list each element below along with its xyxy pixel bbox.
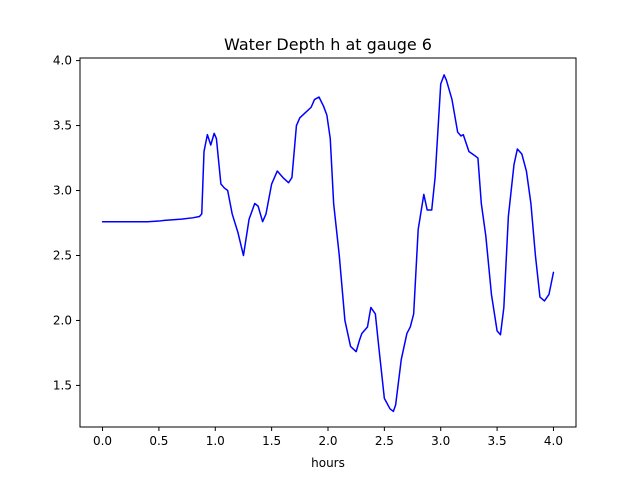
y-tick-label: 2.0 bbox=[53, 313, 72, 327]
y-tick-label: 2.5 bbox=[53, 248, 72, 262]
y-tick-label: 4.0 bbox=[53, 54, 72, 68]
x-tick-label: 0.0 bbox=[93, 434, 112, 448]
x-axis: 0.0 0.5 1.0 1.5 2.0 2.5 3.0 3.5 4.0 bbox=[93, 427, 563, 448]
x-tick-label: 0.5 bbox=[149, 434, 168, 448]
y-tick-label: 3.5 bbox=[53, 119, 72, 133]
x-tick-label: 1.5 bbox=[262, 434, 281, 448]
y-tick-label: 1.5 bbox=[53, 378, 72, 392]
x-tick-label: 1.0 bbox=[206, 434, 225, 448]
y-tick-label: 3.0 bbox=[53, 184, 72, 198]
x-tick-label: 2.5 bbox=[375, 434, 394, 448]
y-axis: 1.5 2.0 2.5 3.0 3.5 4.0 bbox=[53, 54, 80, 392]
x-tick-label: 3.5 bbox=[488, 434, 507, 448]
x-axis-label: hours bbox=[311, 456, 345, 470]
chart-title: Water Depth h at gauge 6 bbox=[224, 35, 432, 54]
x-tick-label: 3.0 bbox=[431, 434, 450, 448]
x-tick-label: 4.0 bbox=[544, 434, 563, 448]
series-line-0 bbox=[101, 74, 555, 413]
x-tick-label: 2.0 bbox=[318, 434, 337, 448]
